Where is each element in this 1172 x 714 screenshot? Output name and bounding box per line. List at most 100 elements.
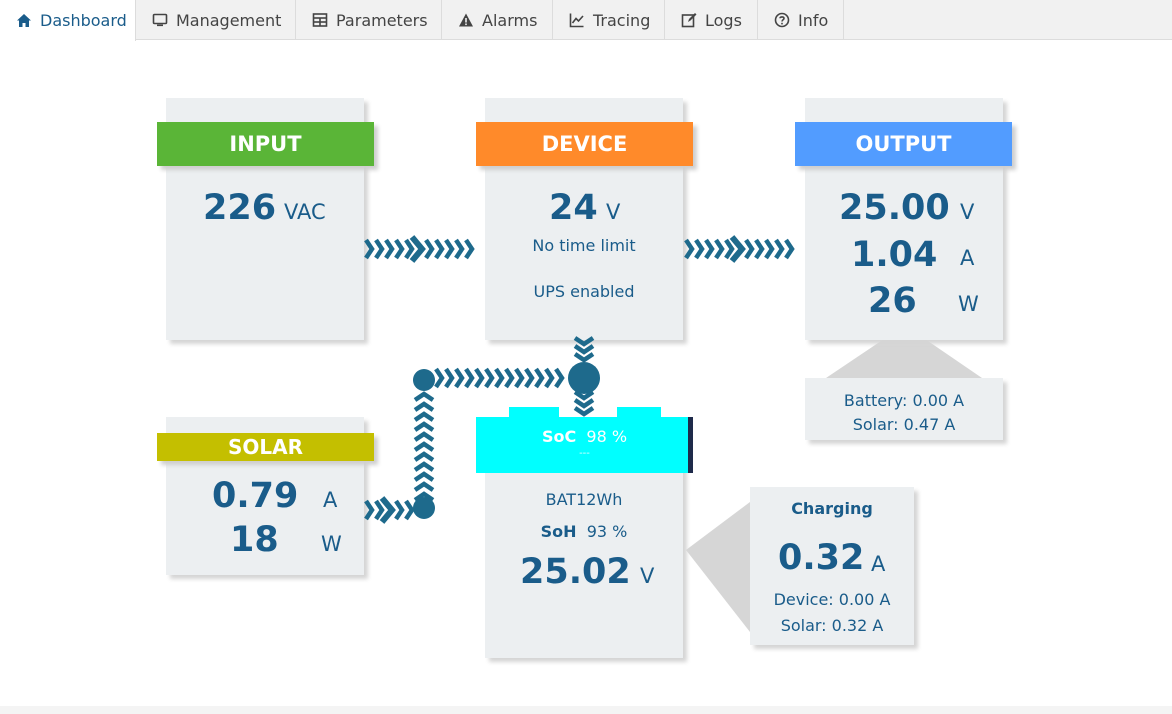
- flow-chevron: [413, 391, 435, 402]
- soh-value: 93 %: [586, 522, 628, 541]
- flow-chevron: [534, 367, 545, 389]
- flow-chevron: [474, 367, 485, 389]
- tab-tracing[interactable]: Tracing: [553, 0, 665, 40]
- flow-chevron: [394, 499, 405, 521]
- flow-chevron: [364, 499, 375, 521]
- flow-chevron: [573, 336, 595, 347]
- flow-chevron: [434, 238, 445, 260]
- charging-device: Device: 0.00 A: [773, 590, 891, 609]
- input-header: INPUT: [157, 122, 374, 166]
- flow-chevron: [754, 238, 765, 260]
- flow-chevron: [684, 238, 695, 260]
- solar-current-unit: A: [323, 488, 338, 512]
- flow-chevron: [424, 238, 435, 260]
- warning-icon: [459, 13, 473, 27]
- flow-chevron: [413, 441, 435, 452]
- output-detail-card: [805, 378, 1003, 440]
- charging-card: [750, 487, 914, 645]
- tab-parameters[interactable]: Parameters: [296, 0, 442, 40]
- flow-arrow-solar-up: [413, 391, 435, 502]
- tab-bar: Dashboard Management Parameters Alarms T…: [0, 0, 1172, 41]
- tab-alarms[interactable]: Alarms: [442, 0, 553, 40]
- device-voltage: 24: [549, 188, 598, 228]
- flow-chevron: [409, 235, 426, 263]
- flow-chevron: [464, 238, 475, 260]
- output-voltage: 25.00: [839, 188, 950, 228]
- soc-label: SoC: [541, 427, 577, 446]
- home-icon: [17, 13, 31, 27]
- flow-chevron: [704, 238, 715, 260]
- power-flow-arrows: [364, 235, 795, 524]
- tab-label: Alarms: [482, 10, 538, 30]
- tab-label: Parameters: [336, 10, 428, 30]
- soh-label: SoH: [540, 522, 577, 541]
- flow-chevron: [454, 238, 465, 260]
- flow-chevron: [434, 367, 445, 389]
- flow-chevron: [524, 367, 535, 389]
- charging-solar: Solar: 0.32 A: [780, 616, 884, 635]
- battery-name: BAT12Wh: [545, 490, 623, 509]
- device-header: DEVICE: [476, 122, 693, 166]
- flow-chevron: [413, 471, 435, 482]
- battery-voltage: 25.02: [520, 552, 631, 592]
- flow-chevron: [484, 367, 495, 389]
- flow-corner-top: [413, 369, 435, 391]
- flow-chevron: [464, 367, 475, 389]
- tab-info[interactable]: Info: [758, 0, 844, 40]
- flow-arrow-input-to-device: [364, 235, 475, 263]
- battery-card: [485, 460, 683, 658]
- flow-corner-bottom: [413, 497, 435, 519]
- flow-chevron: [784, 238, 795, 260]
- flow-chevron: [413, 451, 435, 462]
- chart-icon: [569, 13, 584, 28]
- flow-chevron: [404, 238, 415, 260]
- flow-chevron: [413, 461, 435, 472]
- flow-chevron: [384, 238, 395, 260]
- table-icon: [312, 13, 328, 27]
- output-current-unit: A: [960, 246, 975, 270]
- flow-chevron: [744, 238, 755, 260]
- battery-terminal-right: [617, 407, 661, 419]
- flow-arrow-solar-right: [364, 496, 415, 524]
- flow-chevron: [364, 238, 375, 260]
- flow-chevron: [444, 367, 455, 389]
- solar-power-unit: W: [321, 532, 342, 556]
- battery-soh: SoH 93 %: [485, 522, 683, 541]
- tab-dashboard[interactable]: Dashboard: [0, 0, 136, 41]
- device-time-limit: No time limit: [532, 236, 636, 255]
- flow-chevron: [413, 401, 435, 412]
- flow-chevron: [694, 238, 705, 260]
- flow-chevron: [413, 411, 435, 422]
- output-battery-current: Battery: 0.00 A: [843, 391, 965, 410]
- flow-chevron: [714, 238, 725, 260]
- tab-label: Info: [798, 10, 829, 30]
- flow-chevron: [764, 238, 775, 260]
- detail-connectors: [686, 339, 982, 632]
- tab-label: Tracing: [593, 10, 651, 30]
- flow-chevron: [544, 367, 555, 389]
- flow-chevron: [413, 431, 435, 442]
- output-header: OUTPUT: [795, 122, 1012, 166]
- flow-chevron: [573, 390, 595, 401]
- output-power-unit: W: [958, 292, 979, 316]
- solar-current: 0.79: [212, 476, 299, 516]
- flow-chevron: [554, 367, 565, 389]
- tab-logs[interactable]: Logs: [665, 0, 758, 40]
- flow-arrow-device-to-output: [684, 235, 795, 263]
- output-current: 1.04: [851, 235, 938, 275]
- input-unit: VAC: [284, 200, 326, 224]
- charging-unit: A: [871, 552, 886, 576]
- flow-chevron: [573, 352, 595, 363]
- flow-chevron: [394, 238, 405, 260]
- battery-terminal-left: [509, 407, 559, 419]
- solar-power: 18: [230, 520, 279, 560]
- battery-soc: SoC 98 %: [476, 427, 693, 446]
- tab-label: Dashboard: [40, 11, 127, 30]
- flow-chevron: [413, 491, 435, 502]
- flow-chevron: [729, 235, 746, 263]
- edit-icon: [681, 13, 697, 28]
- output-voltage-unit: V: [960, 200, 975, 224]
- flow-junction-node: [568, 362, 600, 394]
- flow-chevron: [413, 481, 435, 492]
- tab-management[interactable]: Management: [136, 0, 296, 40]
